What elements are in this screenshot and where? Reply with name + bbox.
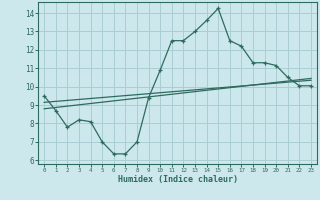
X-axis label: Humidex (Indice chaleur): Humidex (Indice chaleur): [118, 175, 238, 184]
